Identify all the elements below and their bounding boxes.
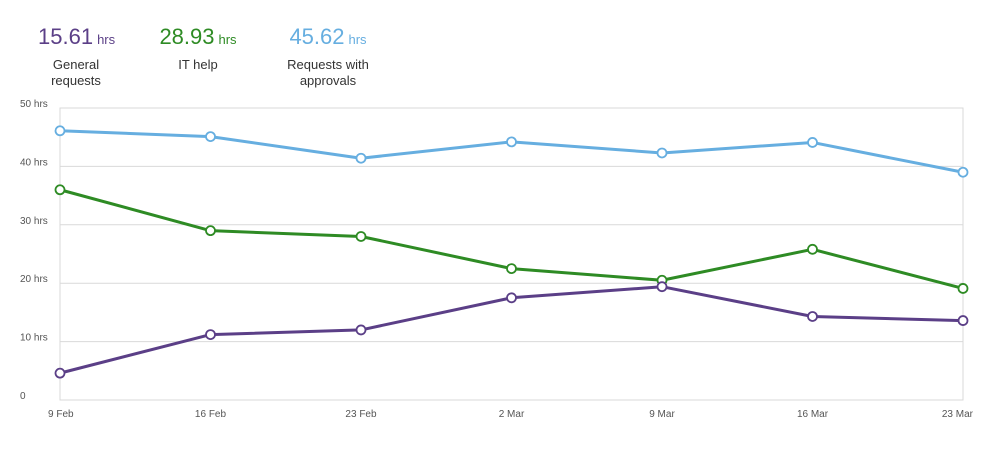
y-tick-label: 30 hrs (20, 216, 48, 227)
metric-unit: hrs (218, 32, 237, 47)
data-point (54, 125, 66, 137)
x-tick-label: 16 Feb (195, 409, 227, 420)
summary-metrics: 15.61 hrs General requests 28.93 hrs IT he… (0, 0, 999, 100)
data-point (957, 166, 969, 178)
metric-label: General requests (38, 57, 114, 89)
data-point (205, 131, 216, 143)
x-tick-label: 9 Mar (649, 409, 675, 420)
metric-label-line: approvals (299, 73, 357, 88)
data-point (205, 329, 216, 340)
data-point (656, 281, 668, 293)
data-point (506, 292, 517, 304)
y-tick-label: 0 (20, 391, 26, 402)
metric-label-line: requests (51, 73, 101, 88)
y-tick-label: 40 hrs (20, 157, 48, 168)
data-point (54, 184, 66, 196)
metric-general-requests: 15.61 hrs General requests (38, 24, 116, 89)
data-point (506, 136, 517, 148)
data-point (656, 147, 668, 159)
data-point (957, 315, 969, 326)
metric-label-line: General (52, 57, 100, 72)
data-point (807, 311, 818, 322)
x-tick-label: 16 Mar (797, 409, 829, 420)
data-point (807, 137, 818, 148)
metric-label-line: IT help (178, 57, 218, 72)
data-point (355, 152, 367, 164)
x-tick-label: 23 Mar (942, 409, 974, 420)
metric-value-row: 28.93 hrs (158, 24, 238, 53)
data-point (355, 324, 367, 336)
data-point (54, 367, 66, 379)
metric-label: Requests with approvals (278, 57, 378, 89)
y-tick-label: 20 hrs (20, 274, 48, 285)
y-tick-label: 50 hrs (20, 99, 48, 110)
metric-label: IT help (158, 57, 238, 73)
data-point (506, 263, 517, 275)
metric-label-line: Requests with (287, 57, 369, 72)
x-tick-label: 9 Feb (48, 409, 74, 420)
metric-unit: hrs (348, 32, 367, 47)
data-point (957, 283, 969, 294)
data-point (355, 231, 367, 242)
metric-it-help: 28.93 hrs IT help (158, 24, 238, 73)
x-tick-label: 23 Feb (345, 409, 377, 420)
metric-unit: hrs (97, 32, 116, 47)
metric-value: 28.93 (159, 24, 215, 49)
metric-value-row: 15.61 hrs (38, 24, 116, 53)
metric-value: 15.61 (38, 24, 94, 49)
data-point (205, 225, 216, 237)
data-point (807, 243, 818, 255)
x-tick-label: 2 Mar (499, 409, 525, 420)
y-tick-label: 10 hrs (20, 333, 48, 344)
metric-value: 45.62 (289, 24, 345, 49)
metric-requests-with-approvals: 45.62 hrs Requests with approvals (278, 24, 378, 89)
metric-value-row: 45.62 hrs (278, 24, 378, 53)
